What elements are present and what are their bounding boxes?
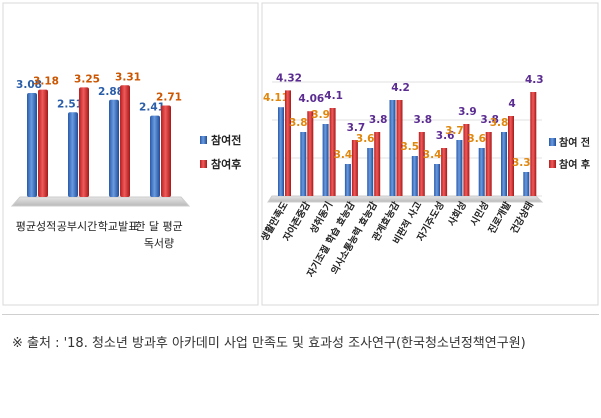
x-tick-label: 평균성적: [16, 220, 56, 233]
data-label: 3.6: [436, 130, 455, 142]
bar-after: [79, 87, 89, 197]
legend-swatch-before: [200, 136, 207, 144]
bar-after: [38, 89, 48, 197]
bar-after: [463, 124, 470, 196]
data-label: 3.8: [369, 114, 388, 126]
data-label: 3.9: [458, 106, 477, 118]
source-caption: ※ 출처 : '18. 청소년 방과후 아카데미 사업 만족도 및 효과성 조사…: [12, 336, 526, 351]
data-label: 3.4: [334, 149, 353, 161]
bar-after: [441, 148, 448, 196]
data-label: 3.6: [467, 133, 486, 145]
data-label: 4.1: [324, 90, 343, 102]
legend-swatch-after: [549, 160, 556, 168]
data-label: 4.06: [298, 93, 324, 105]
data-label: 4.32: [276, 72, 302, 84]
data-label: 2.51: [57, 98, 83, 110]
data-label: 3.8: [289, 117, 308, 129]
legend-label: 참여후: [211, 157, 241, 171]
data-label: 4.2: [391, 82, 410, 94]
data-label: 4.3: [525, 74, 544, 86]
bar-after: [530, 92, 537, 196]
data-label: 3.8: [490, 117, 509, 129]
x-tick-label: 사회성: [445, 200, 469, 229]
data-label: 3.9: [311, 109, 330, 121]
bar-before: [367, 148, 374, 196]
bar-after: [285, 90, 291, 196]
data-label: 3.6: [356, 133, 375, 145]
right-chart-frame: [261, 2, 599, 306]
bar-after: [396, 100, 403, 196]
data-label: 3.7: [347, 122, 366, 134]
bar-before: [278, 107, 284, 196]
bar-after: [161, 105, 171, 197]
x-tick-label: 한 달 평균: [135, 220, 182, 233]
x-tick-label: 독서량: [144, 237, 174, 250]
legend-label: 참여 후: [559, 158, 590, 171]
bar-before: [109, 99, 119, 197]
bar-before: [344, 164, 351, 196]
figure: 3.08 3.18 평균성적 2.51 3.25 공부시간 2.88 3.31 학교발표 2.41…: [2, 2, 599, 306]
data-label: 2.41: [139, 102, 165, 114]
bar-after: [351, 140, 358, 196]
data-label: 3.5: [400, 141, 419, 153]
data-label: 2.88: [98, 86, 124, 98]
bar-after: [508, 116, 514, 196]
bar-after: [485, 132, 492, 196]
legend-swatch-before: [549, 138, 556, 146]
bar-after: [307, 111, 314, 196]
left-chart-frame: [2, 2, 259, 306]
data-label: 3.18: [33, 76, 59, 88]
bar-before: [456, 140, 463, 196]
data-label: 3.4: [423, 149, 442, 161]
data-label: 3.31: [115, 71, 141, 83]
bar-before: [389, 100, 396, 196]
bar-before: [523, 172, 530, 196]
bar-before: [300, 132, 307, 196]
right-chart: 4.114.32생활만족도3.84.06자아존중감3.94.1성취동기3.43.…: [258, 72, 590, 279]
x-tick-label: 시민성: [468, 200, 492, 229]
caption-box: ※ 출처 : '18. 청소년 방과후 아카데미 사업 만족도 및 효과성 조사…: [2, 314, 599, 416]
charts-canvas: 3.083.18 평균성적 2.51 3.25 공부시간 2.88 3.31 학교발표 2.41…: [2, 2, 599, 306]
bar-before: [478, 148, 485, 196]
data-label: 3.08: [16, 79, 42, 91]
x-tick-label: 학교발표: [98, 220, 138, 233]
data-label: 3.7: [445, 125, 464, 137]
bar-after: [120, 85, 130, 197]
bar-before: [322, 124, 329, 196]
left-chart-floor: [10, 196, 191, 207]
data-label: 4.11: [263, 92, 289, 104]
legend-label: 참여 전: [559, 136, 590, 149]
legend-label: 참여전: [211, 133, 241, 147]
data-label: 2.71: [156, 92, 182, 104]
bar-after: [418, 132, 425, 196]
bar-after: [374, 132, 381, 196]
right-chart-floor: [267, 195, 544, 203]
data-label: 4: [508, 98, 515, 110]
data-label: 3.8: [480, 114, 499, 126]
left-chart: 3.083.18 평균성적 2.51 3.25 공부시간 2.88 3.31 학교발표 2.41…: [10, 71, 241, 250]
data-label: 3.3: [512, 157, 531, 169]
bar-before: [501, 132, 507, 196]
bar-before: [150, 115, 160, 197]
x-tick-label: 공부시간: [57, 220, 97, 233]
bar-before: [411, 156, 418, 196]
legend-swatch-after: [200, 160, 207, 168]
bar-before: [68, 112, 78, 197]
bar-before: [434, 164, 441, 196]
bar-after: [329, 108, 336, 196]
data-label: 3.8: [413, 114, 432, 126]
bar-before: [27, 93, 37, 197]
data-label: 3.25: [74, 73, 100, 85]
